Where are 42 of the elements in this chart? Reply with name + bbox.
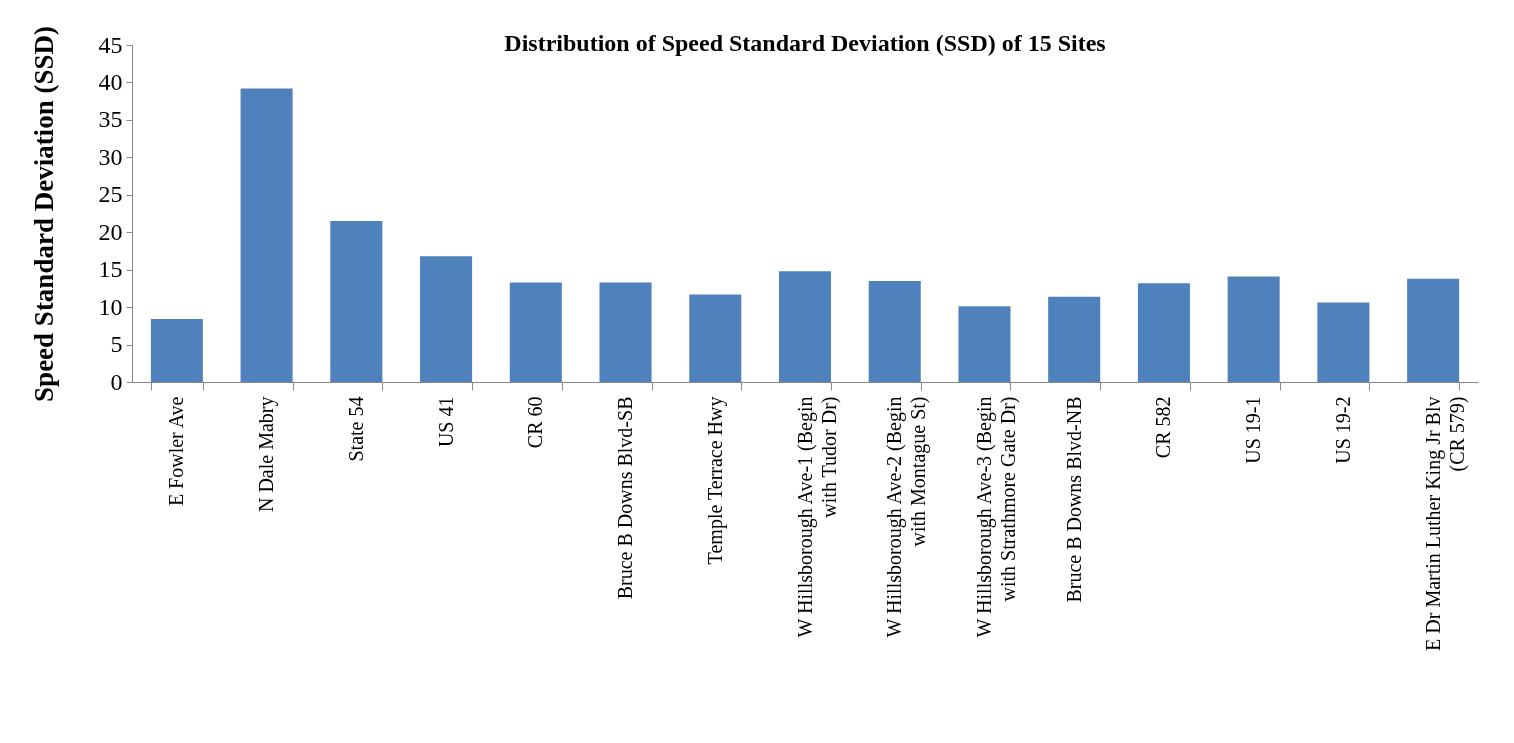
x-tick-label: US 19-2 — [1331, 396, 1354, 464]
x-tick-label: CR 582 — [1152, 396, 1175, 459]
bar — [509, 282, 562, 382]
x-tick-label: W Hillsborough Ave-1 (Begin with Tudor Dr) — [793, 396, 841, 638]
bar — [1317, 302, 1370, 382]
y-tick-label: 40 — [98, 68, 123, 95]
bar — [958, 306, 1011, 382]
x-tick-label: W Hillsborough Ave-3 (Begin with Strathmore Gate Dr) — [972, 396, 1020, 638]
x-tick-label: N Dale Mabry — [255, 396, 279, 513]
x-tick-label: Bruce B Downs Blvd-NB — [1062, 396, 1085, 603]
bar — [778, 271, 832, 382]
x-tick-label: State 54 — [344, 396, 367, 462]
bar — [689, 294, 742, 382]
x-tick-label: US 19-1 — [1242, 396, 1265, 464]
y-tick-label: 5 — [110, 331, 123, 358]
bar — [1048, 296, 1101, 382]
y-tick-label: 0 — [110, 368, 123, 395]
bar — [150, 319, 203, 382]
y-axis-title: Speed Standard Deviation (SSD) — [28, 26, 59, 402]
x-tick-label: E Dr Martin Luther King Jr Blv (CR 579) — [1421, 396, 1469, 651]
y-tick-label: 25 — [98, 181, 123, 208]
y-tick-label: 20 — [98, 218, 123, 245]
x-tick-label: W Hillsborough Ave-2 (Begin with Montague St) — [883, 396, 931, 638]
y-tick-label: 15 — [98, 256, 123, 283]
bar — [420, 256, 473, 382]
bar — [1227, 276, 1280, 382]
bar — [330, 220, 383, 382]
bar — [868, 280, 921, 382]
y-tick-label: 45 — [98, 31, 123, 58]
x-tick-label: E Fowler Ave — [165, 396, 188, 507]
x-tick-label: Temple Terrace Hwy — [703, 396, 727, 565]
bar — [1137, 283, 1190, 382]
x-tick-label: US 41 — [434, 396, 457, 448]
bar — [599, 282, 652, 382]
y-tick-label: 10 — [98, 293, 123, 320]
x-tick-label: CR 60 — [524, 396, 547, 449]
bar — [240, 88, 293, 382]
bar — [1407, 278, 1460, 382]
y-tick-label: 35 — [98, 106, 123, 133]
x-tick-label: Bruce B Downs Blvd-SB — [614, 396, 637, 600]
y-tick-label: 30 — [98, 143, 123, 170]
chart-title: Distribution of Speed Standard Deviation (SSD) of 15 Sites — [504, 29, 1106, 56]
